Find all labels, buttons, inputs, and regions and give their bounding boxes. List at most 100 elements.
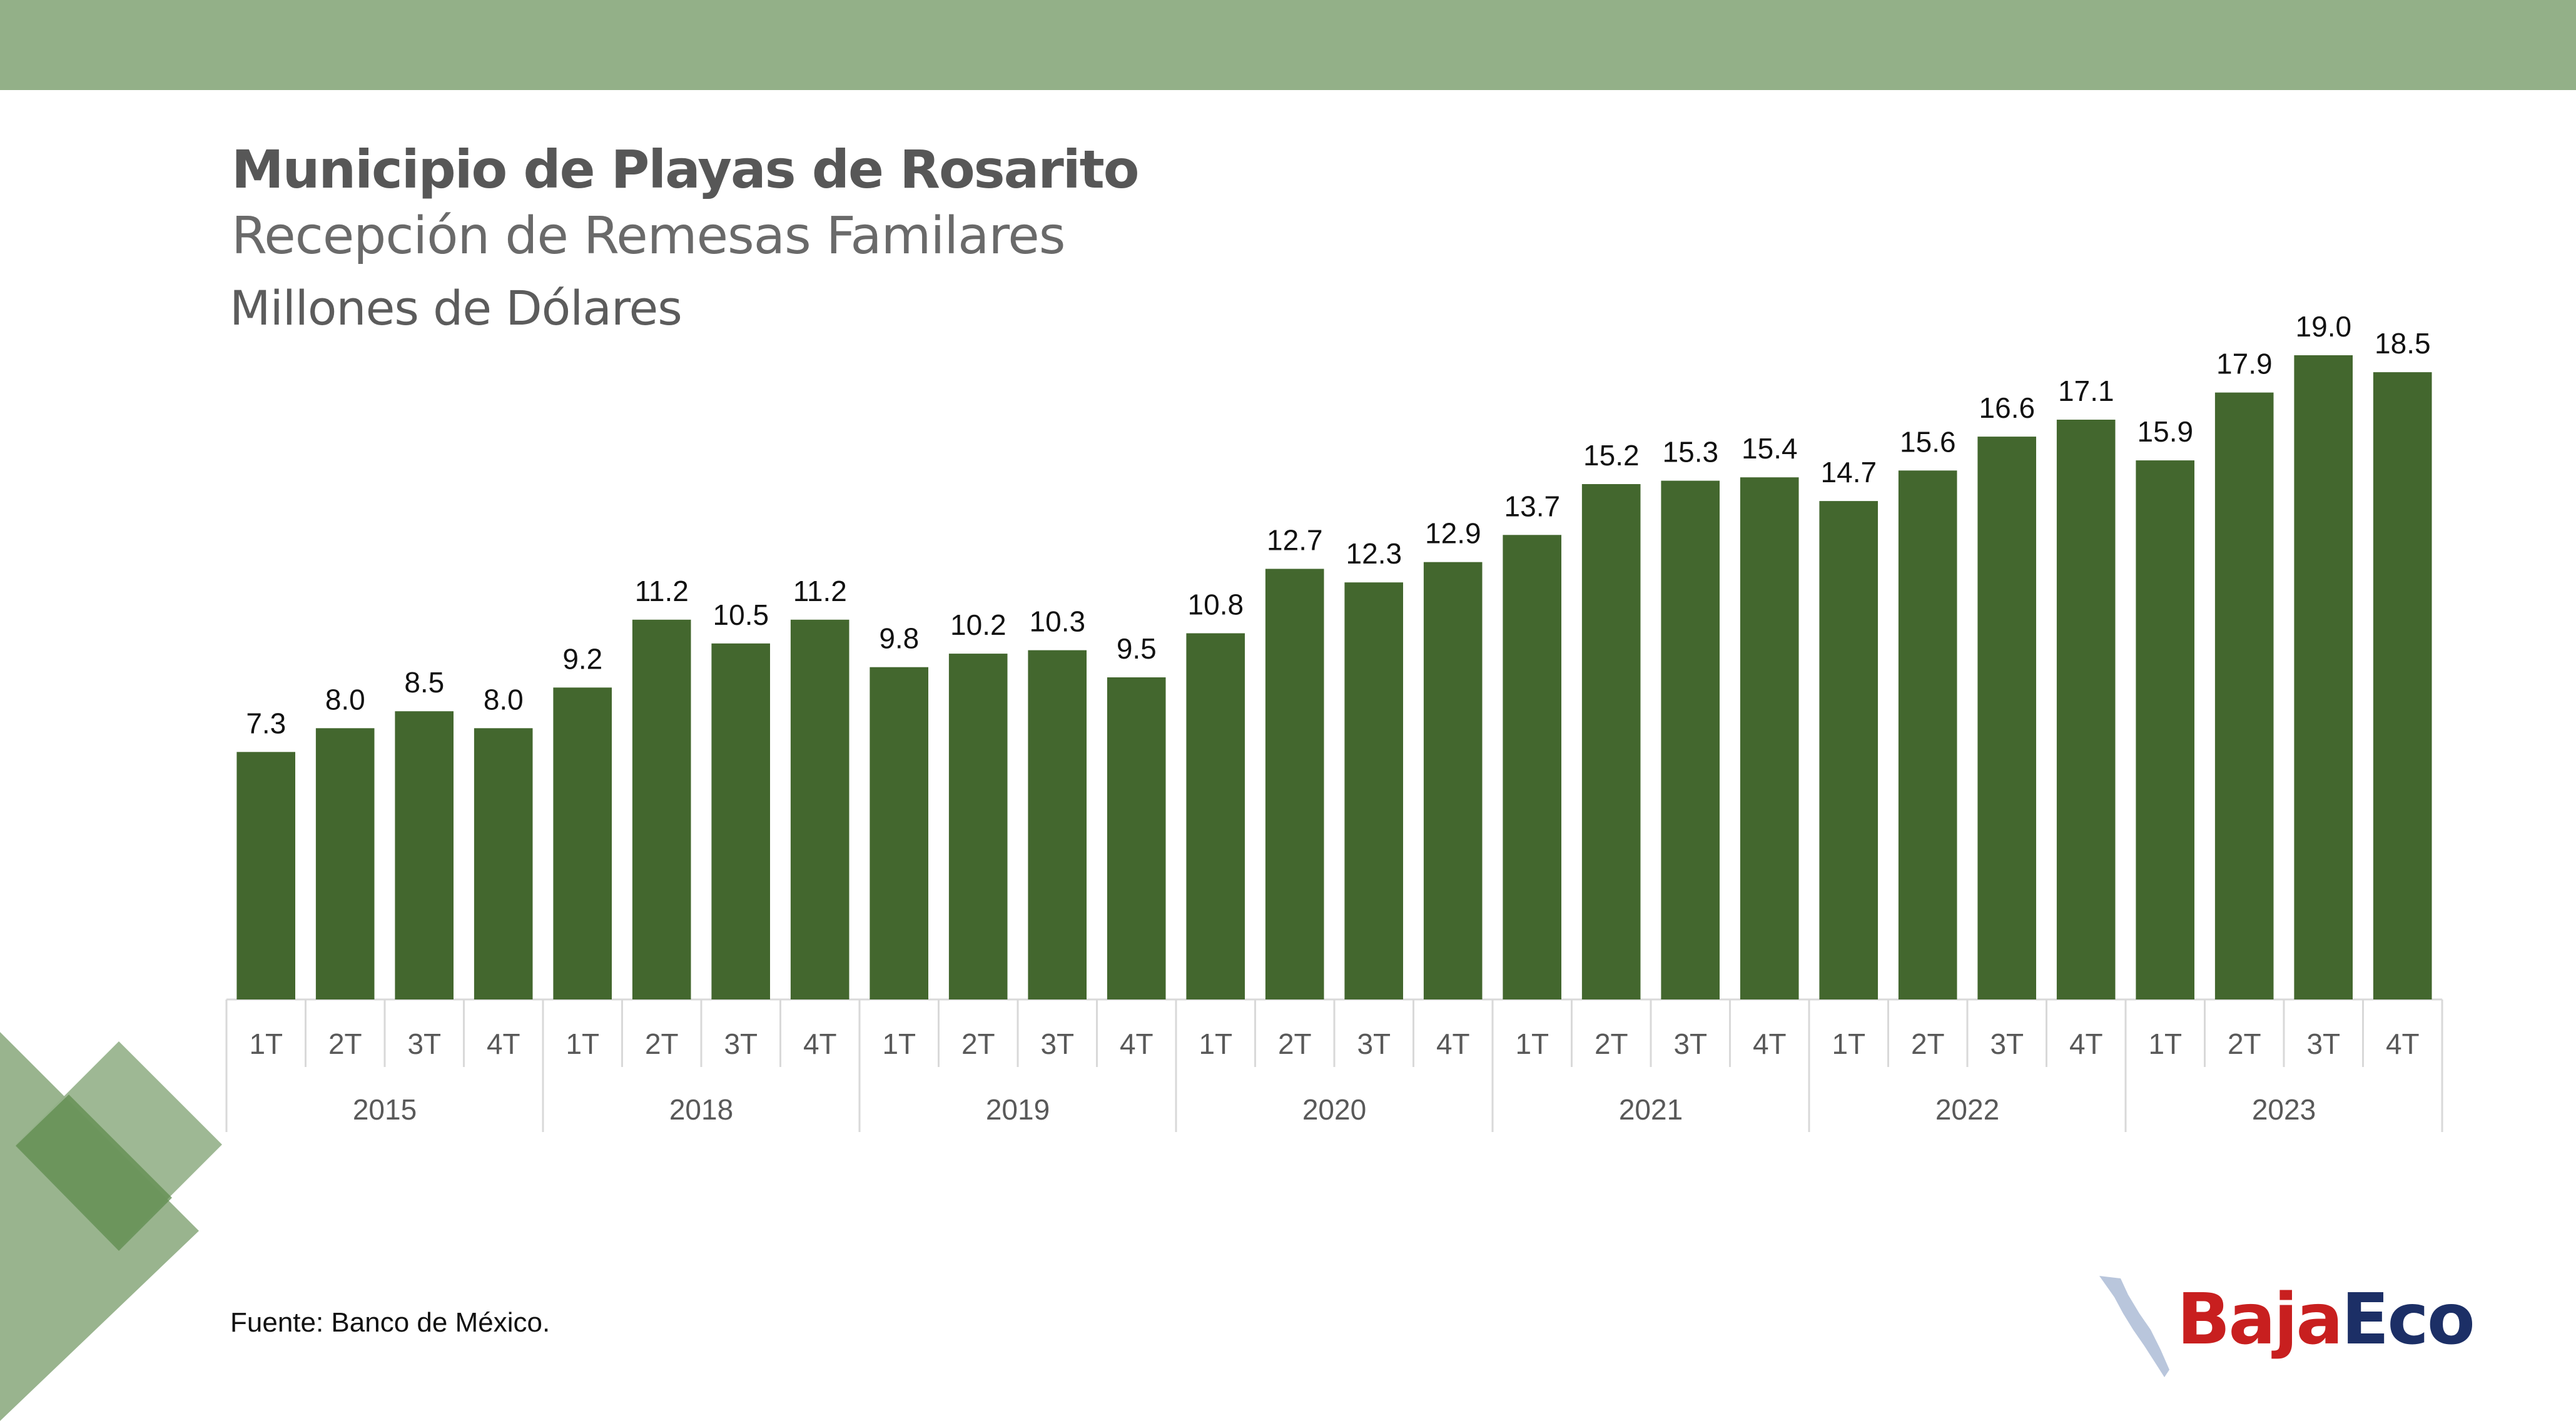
data-label: 8.0 (484, 683, 524, 716)
bar (395, 711, 454, 999)
data-label: 14.7 (1821, 456, 1877, 488)
source-note: Fuente: Banco de México. (230, 1307, 550, 1338)
bar (790, 619, 849, 999)
x-tick-label: 4T (487, 1028, 520, 1060)
bar (1740, 477, 1799, 999)
x-tick-label: 1T (882, 1028, 916, 1060)
bar (870, 667, 928, 999)
top-banner (0, 0, 2576, 90)
data-label: 13.7 (1504, 490, 1561, 522)
x-tick-label: 1T (1832, 1028, 1865, 1060)
bar (1898, 470, 1957, 999)
x-tick-label: 1T (249, 1028, 283, 1060)
x-tick-label: 4T (803, 1028, 837, 1060)
bajaeco-logo: BajaEco (2177, 1279, 2475, 1360)
logo-text-eco: Eco (2341, 1279, 2475, 1360)
data-label: 10.2 (950, 609, 1007, 641)
data-label: 17.9 (2216, 348, 2273, 380)
x-tick-label: 2T (2228, 1028, 2261, 1060)
data-label: 17.1 (2058, 375, 2114, 407)
x-group-label: 2021 (1619, 1093, 1683, 1126)
x-tick-label: 4T (2069, 1028, 2103, 1060)
logo-text-baja: Baja (2177, 1279, 2343, 1360)
x-tick-label: 4T (1120, 1028, 1154, 1060)
y-unit-label: Millones de Dólares (230, 280, 682, 336)
bar (632, 619, 691, 999)
bar (1661, 480, 1720, 999)
x-tick-label: 3T (407, 1028, 441, 1060)
data-label: 15.3 (1663, 436, 1719, 468)
x-tick-label: 2T (1278, 1028, 1312, 1060)
x-tick-label: 1T (2148, 1028, 2182, 1060)
data-label: 12.9 (1425, 517, 1481, 550)
x-tick-label: 3T (1357, 1028, 1391, 1060)
bar (1186, 633, 1245, 999)
x-tick-label: 1T (1199, 1028, 1232, 1060)
data-label: 16.6 (1979, 392, 2036, 424)
x-group-label: 2023 (2252, 1093, 2316, 1126)
x-tick-label: 2T (645, 1028, 679, 1060)
bar (2056, 420, 2116, 999)
data-label: 7.3 (246, 707, 286, 739)
bar (2136, 460, 2194, 999)
x-group-label: 2018 (669, 1093, 733, 1126)
chart-title: Municipio de Playas de Rosarito (231, 139, 1139, 200)
x-tick-label: 3T (2306, 1028, 2340, 1060)
bar (948, 654, 1008, 999)
data-label: 15.6 (1900, 425, 1956, 458)
data-label: 12.7 (1267, 524, 1323, 557)
x-group-label: 2022 (1935, 1093, 1999, 1126)
data-label: 10.5 (713, 599, 769, 631)
data-label: 12.3 (1346, 537, 1402, 570)
x-tick-label: 1T (565, 1028, 599, 1060)
x-tick-label: 2T (328, 1028, 362, 1060)
bar (236, 752, 295, 999)
bajaeco-logo-map-icon (2099, 1276, 2169, 1377)
data-label: 11.2 (793, 575, 847, 607)
bar (2214, 392, 2274, 999)
bar (1344, 582, 1403, 999)
x-group-label: 2019 (986, 1093, 1050, 1126)
bar (1265, 569, 1324, 999)
data-label: 10.8 (1188, 589, 1244, 621)
bar (1028, 650, 1087, 999)
data-label: 18.5 (2375, 327, 2431, 360)
x-tick-label: 3T (1040, 1028, 1074, 1060)
decorative-diamonds (0, 1032, 222, 1421)
x-tick-label: 4T (1436, 1028, 1470, 1060)
bar (315, 728, 375, 999)
data-label: 10.3 (1030, 605, 1086, 638)
bar (1423, 562, 1483, 999)
data-label: 15.9 (2137, 415, 2194, 448)
x-group-label: 2020 (1302, 1093, 1366, 1126)
data-label: 15.4 (1742, 432, 1798, 465)
x-tick-label: 3T (1990, 1028, 2024, 1060)
x-tick-label: 2T (961, 1028, 995, 1060)
data-label: 15.2 (1583, 439, 1640, 472)
data-label: 8.0 (325, 683, 365, 716)
chart-subtitle: Recepción de Remesas Familares (231, 206, 1065, 266)
bar (711, 643, 770, 999)
data-label: 19.0 (2296, 310, 2352, 343)
bar (2373, 372, 2432, 999)
x-tick-label: 3T (724, 1028, 758, 1060)
bar (1581, 484, 1641, 999)
data-label: 9.5 (1117, 632, 1157, 665)
bar (1977, 437, 2036, 999)
data-label: 8.5 (404, 666, 444, 699)
data-label: 9.2 (562, 642, 602, 675)
x-tick-label: 2T (1595, 1028, 1628, 1060)
bar (1503, 535, 1561, 999)
data-label: 9.8 (879, 622, 919, 655)
x-tick-label: 3T (1673, 1028, 1707, 1060)
x-tick-label: 2T (1911, 1028, 1945, 1060)
x-tick-label: 4T (1753, 1028, 1787, 1060)
x-tick-label: 4T (2386, 1028, 2420, 1060)
bar (1819, 501, 1878, 999)
x-tick-label: 1T (1515, 1028, 1549, 1060)
bar (1107, 677, 1166, 999)
bar (553, 687, 612, 999)
deco-diamond-overlap (16, 1095, 172, 1251)
bar (2294, 355, 2353, 999)
